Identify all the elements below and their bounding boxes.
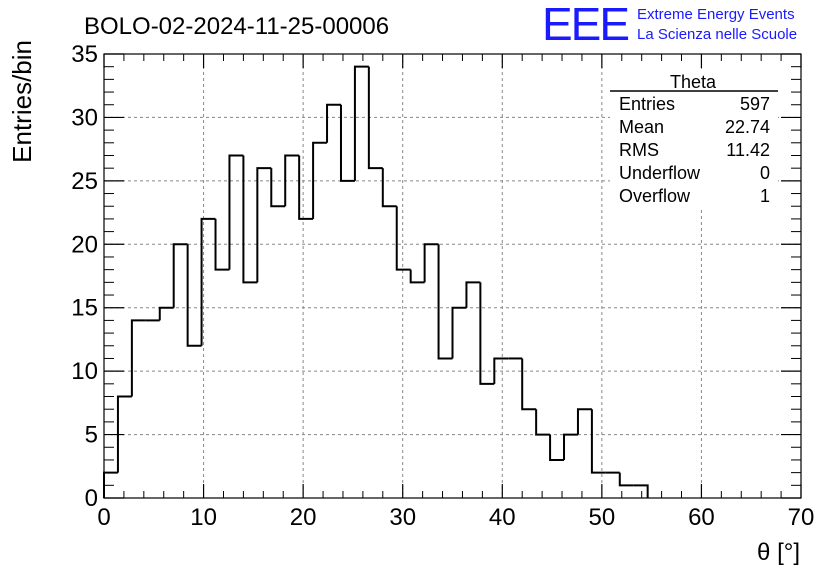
histogram-bin: [270, 168, 286, 208]
histogram-bin: [158, 306, 174, 321]
histogram-bin: [242, 155, 258, 284]
stats-row-value: 22.74: [725, 117, 770, 137]
stats-row-label: Entries: [619, 94, 675, 114]
x-tick-label: 0: [97, 504, 110, 531]
histogram-bin: [590, 409, 606, 474]
histogram-bin: [353, 65, 369, 181]
histogram-bin: [381, 168, 397, 208]
plot-frame: [103, 53, 802, 499]
x-tick-labels: 0 10 20 30 40 50 60 70: [97, 504, 814, 531]
histogram-bin: [256, 167, 272, 283]
x-tick-label: 70: [788, 504, 815, 531]
grid-lines: [104, 54, 801, 498]
histogram-bin: [409, 269, 425, 284]
histogram-bin: [618, 472, 634, 487]
logo-line-2: La Scienza nelle Scuole: [637, 26, 797, 43]
stats-row-label: Overflow: [619, 186, 691, 206]
histogram-bin: [563, 433, 578, 460]
histogram-bin: [326, 103, 341, 143]
histogram-bin: [465, 281, 481, 308]
stats-row-label: Underflow: [619, 163, 701, 183]
x-axis-label: θ [°]: [757, 539, 800, 566]
histogram-bin: [535, 409, 551, 436]
y-tick-label: 30: [71, 104, 98, 131]
histogram-bin: [367, 66, 383, 170]
histogram-bin: [116, 395, 132, 473]
x-tick-label: 30: [389, 504, 416, 531]
x-tick-label: 60: [688, 504, 715, 531]
y-axis-label: Entries/bin: [7, 40, 37, 163]
logo-line-1: Extreme Energy Events: [637, 6, 795, 23]
stats-row-label: Mean: [619, 117, 664, 137]
histogram-bin: [228, 154, 244, 270]
x-tick-label: 40: [489, 504, 516, 531]
histogram-bins: [103, 65, 649, 498]
y-tick-label: 0: [85, 485, 98, 512]
stats-row-value: 11.42: [726, 140, 770, 160]
eee-logo: EEE: [542, 0, 628, 50]
y-tick-label: 10: [71, 358, 98, 385]
histogram-bin: [103, 471, 118, 498]
histogram-bin: [395, 206, 411, 271]
stats-row-value: 597: [740, 94, 770, 114]
y-tick-label: 5: [85, 422, 98, 449]
x-tick-label: 20: [290, 504, 317, 531]
histogram-bin: [479, 282, 495, 385]
histogram-bin: [576, 408, 592, 435]
run-title: BOLO-02-2024-11-25-00006: [84, 13, 389, 40]
histogram-bin: [339, 104, 355, 182]
stats-row-label: RMS: [619, 140, 659, 160]
histogram-bin: [521, 358, 537, 411]
y-tick-label: 25: [71, 168, 98, 195]
histogram-bin: [172, 243, 188, 308]
histogram-bin: [633, 484, 649, 498]
histogram-bin: [549, 434, 565, 461]
histogram-bin: [423, 243, 439, 283]
stats-title: Theta: [670, 72, 717, 92]
x-tick-label: 10: [190, 504, 217, 531]
histogram-bin: [130, 319, 146, 397]
histogram-bin: [493, 357, 509, 384]
y-tick-label: 35: [71, 41, 98, 68]
y-tick-label: 20: [71, 231, 98, 258]
histogram-bin: [437, 244, 453, 360]
stats-row-value: 1: [760, 186, 770, 206]
histogram-bin: [298, 155, 314, 220]
x-tick-label: 50: [589, 504, 616, 531]
stats-box-background: [610, 72, 778, 210]
stats-box: Theta Entries 597 Mean 22.74 RMS 11.42 Underfl…: [610, 72, 778, 210]
axis-ticks: [103, 53, 802, 499]
y-tick-labels: 0 5 10 15 20 25 30 35: [71, 41, 98, 512]
histogram-bin: [312, 141, 328, 219]
histogram-bin: [200, 217, 216, 346]
histogram-bin: [186, 244, 202, 347]
histogram-bin: [451, 306, 467, 359]
histogram-bin: [284, 154, 300, 207]
y-tick-label: 15: [71, 295, 98, 322]
histogram-bin: [214, 218, 230, 271]
stats-rows: Entries 597 Mean 22.74 RMS 11.42 Underflow 0 Ove…: [619, 94, 770, 206]
stats-row-value: 0: [760, 163, 770, 183]
